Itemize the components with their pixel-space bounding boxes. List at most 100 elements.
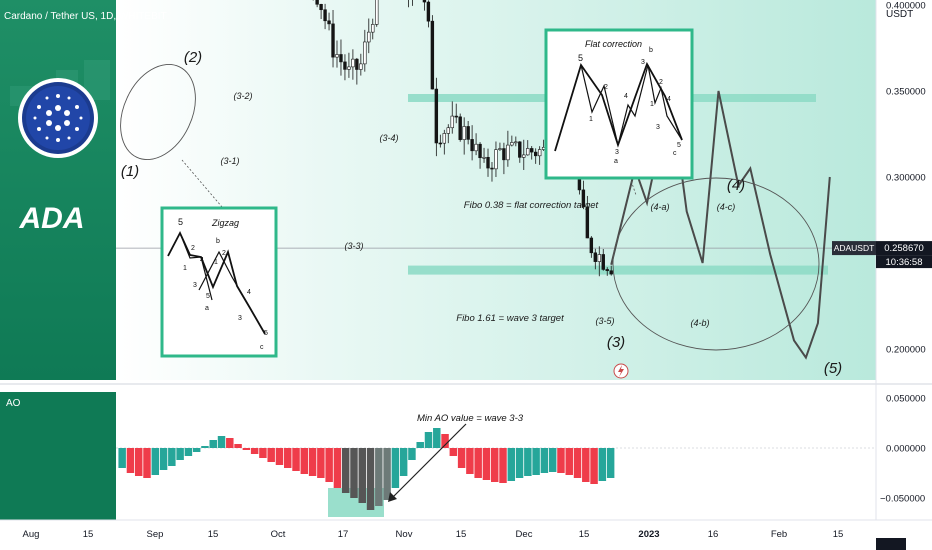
projection-path [610,90,831,360]
wave-label-4-b: (4-b) [690,318,709,328]
candle [470,125,474,161]
zigzag-inset: 5 1 2 3 4 5 a b 1 2 3 4 5 c Zigzag [160,206,278,358]
ao-bar [325,448,333,482]
wave-label-5: (5) [824,360,842,377]
ao-bar [234,444,242,448]
ao-bar [457,448,466,468]
ao-bar [515,448,524,478]
svg-text:c: c [260,344,264,351]
ao-bar [441,434,449,448]
ao-price-axis[interactable]: 0.050000 0.000000 −0.050000 [880,394,926,505]
brand-text: ADA [19,202,85,235]
candle [335,40,339,68]
ao-bar [416,442,424,448]
candle [454,103,458,124]
time-tick-label: Dec [516,529,533,540]
ao-bar [250,448,259,454]
symbol-title[interactable]: Cardano / Tether US, 1D, WHITEBIT [4,11,167,22]
wave-label-4-c: (4-c) [717,202,736,212]
svg-text:3: 3 [656,124,660,131]
svg-text:1: 1 [214,259,218,266]
candle [408,0,409,8]
svg-text:b: b [216,238,220,245]
candle [359,53,363,76]
wave-label-3-2: (3-2) [233,91,252,101]
time-tick-label: Oct [271,529,286,540]
candle [446,124,450,144]
last-price-badge: ADAUSDT 0.258670 10:36:58 [832,241,932,269]
svg-text:5: 5 [206,293,210,300]
candle [323,3,327,30]
wave1-2-circle [120,64,196,160]
time-tick-label: Nov [396,529,413,540]
svg-text:b: b [649,47,653,54]
ao-bar [284,448,292,468]
candle [537,146,542,165]
candle [462,117,466,155]
ao-bar [118,448,126,468]
ao-bar [317,448,325,478]
ao-bar [499,448,507,483]
candle [319,3,323,20]
svg-text:5: 5 [264,330,268,337]
ao-bar [192,448,201,452]
time-tick-label: 15 [83,529,94,540]
candle [474,133,478,156]
candle [375,0,379,27]
ao-bar [126,448,135,473]
ao-tick-label: 0.050000 [886,394,926,405]
zigzag-title: Zigzag [211,218,239,228]
svg-text:c: c [673,150,677,157]
svg-text:5: 5 [178,217,183,227]
ao-bar [449,448,458,456]
ao-bar [548,448,557,472]
last-price-value: 0.258670 [884,243,924,254]
candle [494,141,498,178]
ao-bar [399,448,408,476]
svg-text:1: 1 [183,265,187,272]
candle [458,113,462,142]
time-zone-button[interactable] [876,538,906,550]
ao-bar [490,448,499,482]
candle [426,0,431,28]
ao-bar [201,446,209,448]
svg-text:3: 3 [641,59,645,66]
time-axis[interactable]: Aug 15 Sep 15 Oct 17 Nov 15 Dec 15 2023 16 Feb 15 [23,529,844,540]
ao-bar [466,448,474,474]
ao-title[interactable]: AO [6,398,21,409]
candle [486,148,490,177]
candle [315,0,319,8]
ao-bars-group [118,428,615,510]
candle [609,265,613,276]
svg-text:a: a [614,158,618,165]
svg-text:3: 3 [615,149,619,156]
candle [518,141,522,163]
ao-bar [424,432,433,448]
candle [502,142,506,175]
fib-161-band [408,265,828,275]
candle [585,195,590,239]
candle [422,0,427,11]
candle [593,248,598,270]
svg-text:2: 2 [222,250,226,257]
event-marker-icon[interactable] [613,363,629,379]
ao-bar [366,448,375,510]
price-tick-label: 0.350000 [886,87,926,98]
time-tick-label: 15 [208,529,219,540]
candle [351,49,355,80]
ao-annotation: Min AO value = wave 3-3 [417,413,524,424]
wave-label-3: (3) [607,334,625,351]
ao-bar [242,448,251,450]
candle [367,18,371,54]
ao-bar [151,448,160,475]
ao-bar [168,448,176,466]
price-tick-label: 0.300000 [886,173,926,184]
time-tick-label: 15 [456,529,467,540]
ao-bar [532,448,540,475]
ao-bar [573,448,582,478]
brand-panel [0,0,116,380]
flat-correction-inset: 5 1 2 3 4 3 a b 1 2 3 4 5 c Flat correct… [544,28,694,180]
svg-text:2: 2 [191,245,195,252]
time-tick-label: 2023 [638,529,659,540]
candle [327,12,331,31]
